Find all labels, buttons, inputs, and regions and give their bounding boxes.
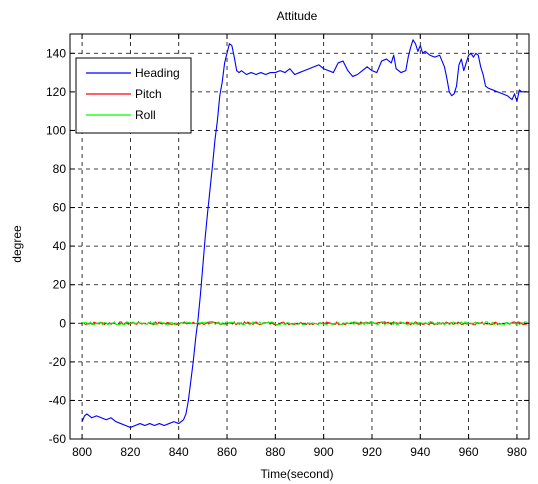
grid-lines — [70, 34, 529, 439]
chart-title: Attitude — [277, 9, 318, 23]
x-axis-title: Time(second) — [261, 467, 334, 481]
y-tick-label: -60 — [49, 432, 67, 446]
y-tick-label: 140 — [46, 46, 66, 60]
y-axis: -60 -40 -20 0 20 40 60 80 100 120 140 — [46, 46, 529, 446]
x-tick-label: 900 — [314, 445, 334, 459]
x-tick-label: 920 — [362, 445, 382, 459]
axes-frame — [69, 33, 530, 440]
x-tick-label: 980 — [507, 445, 527, 459]
legend-label-roll: Roll — [135, 108, 156, 122]
x-tick-label: 840 — [169, 445, 189, 459]
x-tick-label: 800 — [72, 445, 92, 459]
y-tick-label: 0 — [59, 316, 66, 330]
legend-label-pitch: Pitch — [135, 87, 162, 101]
y-tick-label: -40 — [49, 393, 67, 407]
x-tick-label: 880 — [265, 445, 285, 459]
series-layer — [81, 39, 527, 428]
x-tick-label: 960 — [459, 445, 479, 459]
x-axis: 800 820 840 860 880 900 920 940 960 980 — [72, 34, 527, 459]
y-tick-label: 20 — [53, 278, 67, 292]
y-tick-label: 40 — [53, 239, 67, 253]
legend-label-heading: Heading — [135, 66, 180, 80]
axes-border — [69, 33, 530, 440]
legend: Heading Pitch Roll — [75, 57, 192, 134]
legend-box — [75, 57, 192, 134]
y-tick-label: -20 — [49, 355, 67, 369]
y-axis-title: degree — [10, 225, 24, 263]
y-tick-label: 80 — [53, 162, 67, 176]
x-tick-label: 860 — [217, 445, 237, 459]
y-tick-label: 60 — [53, 201, 67, 215]
y-tick-label: 120 — [46, 85, 66, 99]
x-tick-label: 940 — [410, 445, 430, 459]
y-tick-label: 100 — [46, 123, 66, 137]
x-tick-label: 820 — [120, 445, 140, 459]
series-roll-line — [81, 321, 527, 326]
series-heading-line — [81, 39, 527, 428]
